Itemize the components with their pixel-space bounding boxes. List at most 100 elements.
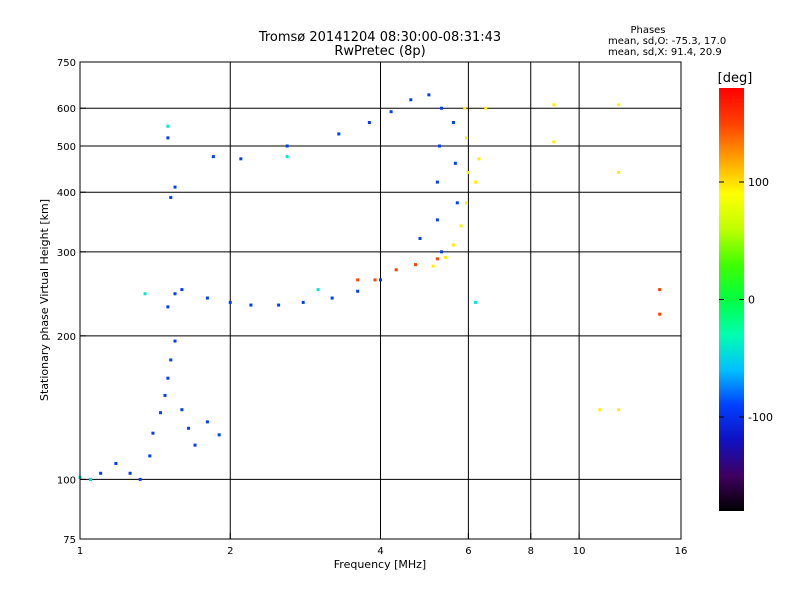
echo-point	[205, 420, 209, 424]
y-tick-label: 750	[57, 58, 76, 69]
echo-point	[169, 358, 173, 362]
echo-point	[166, 124, 170, 128]
echo-point	[301, 300, 305, 304]
echo-point	[205, 296, 209, 300]
echo-point	[187, 426, 191, 430]
echo-point	[367, 121, 371, 125]
x-axis-label: Frequency [MHz]	[334, 558, 426, 571]
echo-point	[473, 300, 477, 304]
echo-point	[451, 243, 455, 247]
echo-point	[211, 155, 215, 159]
echo-point	[444, 255, 448, 259]
echo-point	[114, 461, 118, 465]
x-tick-label: 10	[573, 546, 586, 557]
echo-point	[166, 305, 170, 309]
echo-point	[451, 121, 455, 125]
x-tick-label: 2	[227, 546, 233, 557]
colorbar-tick-label: 0	[748, 294, 755, 307]
y-tick-label: 200	[57, 332, 76, 343]
echo-point	[356, 289, 360, 293]
echo-point	[440, 250, 444, 254]
echo-point	[379, 278, 382, 282]
echo-point	[180, 408, 184, 412]
colorbar-ticks: -100 0 100	[719, 176, 773, 424]
echo-point	[435, 257, 439, 261]
echo-point	[463, 106, 467, 110]
echo-point	[431, 264, 435, 268]
echo-point	[173, 185, 177, 189]
echo-point	[389, 110, 393, 114]
echo-point	[484, 106, 488, 110]
chart-subtitle: RwPretec (8p)	[334, 44, 425, 59]
colorbar-tick-label: -100	[748, 411, 773, 424]
echo-point	[173, 292, 177, 296]
echo-point	[435, 180, 439, 184]
echo-point	[163, 393, 167, 397]
echo-point	[658, 288, 662, 292]
echo-point	[617, 408, 621, 412]
echo-point	[169, 195, 173, 199]
echo-point	[337, 132, 341, 136]
echo-point	[394, 268, 398, 272]
echo-point	[138, 477, 142, 481]
echo-point	[89, 477, 93, 481]
echo-point	[277, 303, 281, 307]
y-tick-label: 100	[57, 475, 76, 486]
x-tick-label: 4	[377, 546, 383, 557]
echo-point	[128, 471, 132, 475]
y-tick-label: 600	[57, 104, 76, 115]
y-tick-label: 300	[57, 248, 76, 259]
echo-point	[473, 180, 477, 184]
echo-point	[477, 157, 481, 161]
echo-point	[552, 103, 556, 107]
colorbar-label: [deg]	[718, 71, 753, 86]
x-tick-label: 1	[77, 546, 83, 557]
echo-point	[217, 433, 221, 437]
x-tick-label: 6	[465, 546, 471, 557]
phases-stats-x: mean, sd,X: 91.4, 20.9	[608, 47, 722, 58]
x-tick-label: 16	[675, 546, 688, 557]
y-tick-label: 75	[63, 535, 76, 546]
phases-title: Phases	[630, 25, 665, 36]
echo-point	[459, 224, 463, 228]
echo-point	[151, 431, 155, 435]
echo-point	[437, 144, 441, 148]
echo-point	[285, 144, 289, 148]
echo-point	[466, 170, 470, 174]
echo-point	[356, 278, 360, 282]
echo-point	[99, 471, 103, 475]
echo-point	[239, 157, 243, 161]
echo-point	[453, 161, 457, 165]
echo-point	[409, 98, 413, 102]
colorbar-tick-label: 100	[748, 176, 769, 189]
echo-point	[373, 278, 377, 282]
grid-lines	[80, 62, 681, 539]
y-axis-ticks: 75 100 200 300 400 500 600 750	[57, 58, 86, 546]
echo-point	[617, 170, 621, 174]
y-tick-label: 500	[57, 142, 76, 153]
echo-point	[435, 218, 439, 222]
phases-stats-o: mean, sd,O: -75.3, 17.0	[608, 36, 726, 47]
echo-point	[658, 312, 662, 316]
echo-point	[173, 339, 177, 343]
echo-point	[316, 288, 320, 292]
echo-point	[413, 263, 417, 267]
echo-point	[285, 155, 289, 159]
echo-point	[418, 236, 422, 240]
echo-point	[440, 106, 444, 110]
y-tick-label: 400	[57, 188, 76, 199]
echo-point	[617, 103, 621, 107]
echo-point	[465, 136, 469, 140]
echo-point	[193, 443, 197, 447]
echo-point	[180, 288, 184, 292]
echo-point	[552, 140, 556, 144]
echo-point	[159, 411, 163, 415]
echo-point	[330, 296, 334, 300]
echo-point	[166, 136, 170, 140]
data-points	[78, 93, 662, 481]
x-tick-label: 8	[528, 546, 534, 557]
echo-point	[455, 201, 459, 205]
chart-title: Tromsø 20141204 08:30:00-08:31:43	[258, 30, 501, 45]
echo-point	[427, 93, 431, 97]
